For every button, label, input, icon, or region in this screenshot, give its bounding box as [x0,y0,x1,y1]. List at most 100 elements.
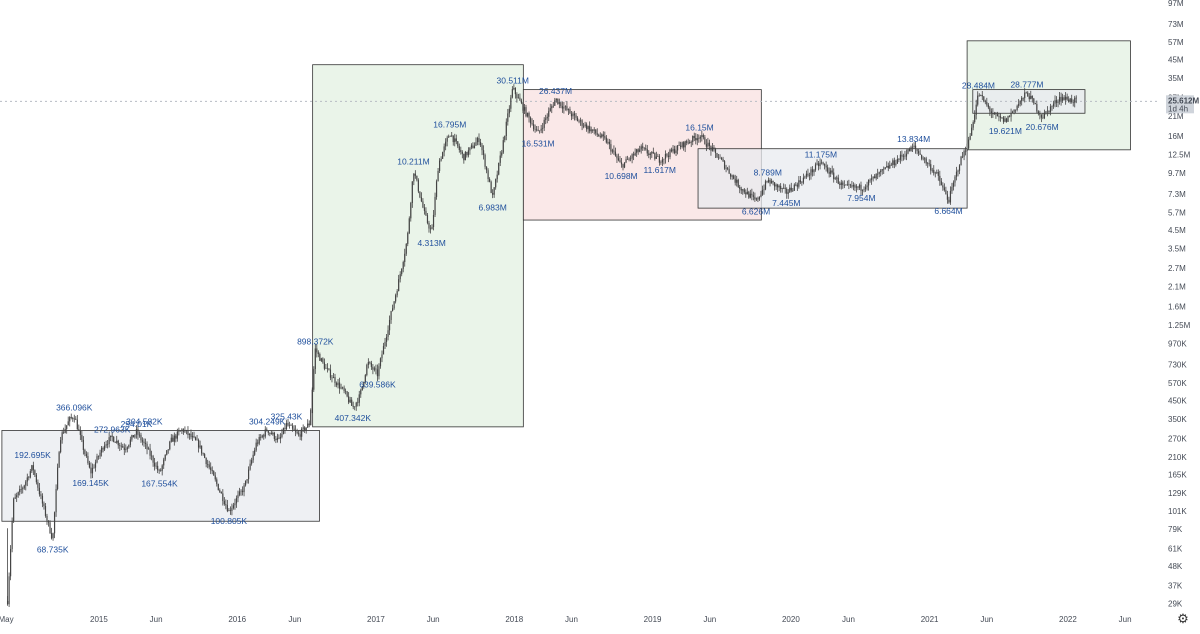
candle [402,260,404,273]
candle [716,152,718,158]
candle [569,106,571,114]
candle [1022,97,1024,102]
candle [539,130,541,134]
candle [428,220,430,233]
candle [849,183,851,188]
candle [16,492,18,503]
candle [258,434,260,446]
candle [1018,99,1020,108]
candle [575,113,577,121]
candle [977,91,979,107]
candle [599,132,601,139]
candle [687,138,689,145]
candle [1052,100,1055,109]
y-tick-label: 16M [1168,132,1184,141]
candle [914,141,917,154]
candle [458,143,460,153]
candle [955,166,958,181]
price-annotation: 639.586K [359,379,396,389]
candle [298,430,300,437]
x-axis[interactable]: May 2015 Jun 2016 Jun 2017 Jun 2018 Jun 2019 Jun 20… [0,615,1132,624]
candle [595,129,597,136]
candle [37,479,39,491]
candle [323,358,325,371]
candle [246,479,248,484]
candle [223,497,225,506]
candle [537,126,539,132]
candle [576,116,579,122]
candle [84,448,86,457]
candle [911,143,914,152]
candle [664,150,667,164]
candle [476,136,479,146]
candle [690,140,692,148]
candle [987,102,989,110]
candle [210,462,212,475]
y-tick-label: 97M [1168,0,1184,8]
y-axis[interactable]: 97M73M57M45M35M27M21M16M12.5M9.7M7.3M5.7… [1168,0,1191,608]
candle [395,293,397,304]
price-annotation: 192.695K [14,450,51,460]
candle [443,143,445,157]
candle [351,397,353,406]
candle [637,148,639,155]
candle [986,97,988,107]
candle [1025,91,1027,94]
candle [97,455,100,460]
candle [842,180,844,189]
candle [540,124,542,134]
settings-gear-icon[interactable]: ⚙ [1177,611,1189,626]
candle [354,406,356,411]
candle [869,178,871,183]
zone-box-1[interactable] [1,430,320,522]
candle [629,155,632,162]
candle [790,182,792,193]
candle [495,178,497,190]
candle [35,472,37,485]
candle [1001,117,1003,119]
candle [749,189,751,199]
candle [969,133,971,141]
candle [820,159,823,165]
candle [434,192,436,218]
candle [425,207,427,217]
candle [237,490,239,503]
candle [103,441,106,452]
candle [727,166,729,171]
candle [686,139,688,146]
candle [108,432,110,448]
candle [163,457,165,469]
candle [190,429,192,440]
candle [945,186,947,195]
candle [895,159,897,167]
candle [114,441,116,443]
candle [105,440,107,448]
candle [660,160,662,165]
candle [366,363,368,377]
candle [44,502,47,518]
candle [772,180,774,186]
candle [329,364,332,381]
candle [543,117,545,131]
candle [47,520,50,527]
candle [73,414,75,423]
candle [390,310,392,324]
candle [814,162,817,172]
candle [642,142,644,151]
zone-box-2[interactable] [312,64,524,428]
price-annotation: 10.211M [397,156,429,166]
candle [773,182,776,191]
candle [698,134,700,143]
x-tick-label: Jun [565,615,578,624]
candle [91,463,94,479]
candle [952,180,955,191]
candle [837,174,839,185]
candle [866,181,868,191]
y-tick-label: 45M [1168,56,1184,65]
zone-box-4[interactable] [697,148,968,209]
candle [696,134,698,146]
candle [787,189,789,199]
candle [877,168,879,180]
candle [82,436,84,455]
